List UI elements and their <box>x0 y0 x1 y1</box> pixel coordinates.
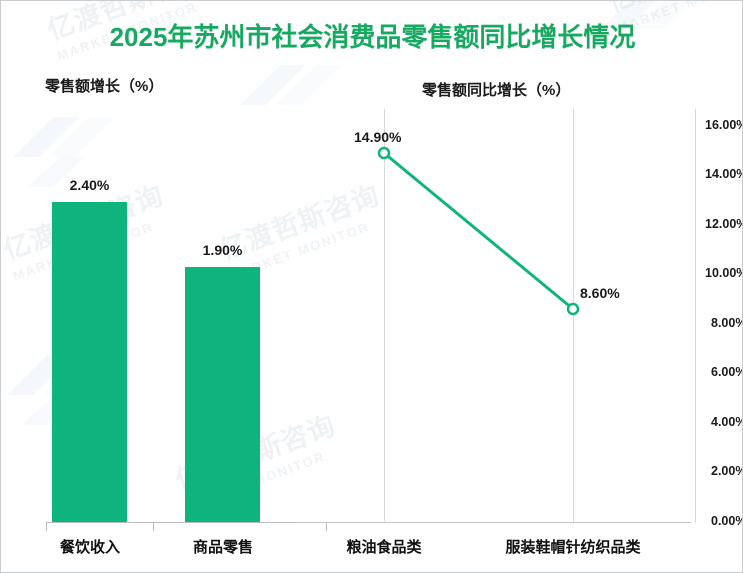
left-panel-title: 零售额增长（%） <box>45 78 164 95</box>
line-category-label: 服装鞋帽针纺织品类 <box>505 539 641 556</box>
y-axis-tick-label: 8.00% <box>711 316 743 330</box>
y-axis-tick-label: 16.00% <box>705 118 742 132</box>
bar-value-label: 2.40% <box>69 177 110 193</box>
bar-category-label: 餐饮收入 <box>59 539 120 556</box>
y-axis-tick-label: 10.00% <box>705 266 742 280</box>
line-value-label: 8.60% <box>580 285 620 301</box>
y-axis-tick-label: 2.00% <box>711 464 743 478</box>
line-marker-point <box>377 146 391 160</box>
bar-chart-plot: 2.40% 1.90% 餐饮收入 商品零售 <box>13 109 343 564</box>
bar-series-item[interactable] <box>185 267 260 522</box>
line-chart-right-spine <box>695 109 696 523</box>
bar-chart-axis <box>46 522 327 531</box>
line-chart-baseline <box>297 522 691 523</box>
line-category-label: 粮油食品类 <box>346 539 422 556</box>
line-marker-point <box>566 302 580 316</box>
line-series-path <box>382 151 575 311</box>
y-axis-tick-label: 6.00% <box>711 365 743 379</box>
watermark-text-cn: 亿渡哲斯咨询 <box>603 1 742 18</box>
bar-value-label: 1.90% <box>202 242 243 258</box>
vertical-gridline <box>573 109 574 523</box>
y-axis-tick-label: 12.00% <box>705 217 742 231</box>
y-axis-tick-label: 4.00% <box>711 415 743 429</box>
right-panel-title: 零售额同比增长（%） <box>422 82 571 99</box>
bar-chart-axis-tick <box>153 522 154 531</box>
y-axis-tick-label: 0.00% <box>711 514 743 528</box>
bar-category-label: 商品零售 <box>192 539 253 556</box>
line-series <box>377 146 580 316</box>
chart-title: 2025年苏州市社会消费品零售额同比增长情况 <box>109 22 636 52</box>
bar-series-item[interactable] <box>52 202 127 522</box>
y-axis-tick-label: 14.00% <box>705 167 742 181</box>
line-value-label: 14.90% <box>354 129 402 145</box>
vertical-gridline <box>384 109 385 523</box>
line-chart-plot: 16.00% 14.00% 12.00% 10.00% 8.00% 6.00% … <box>297 109 743 564</box>
